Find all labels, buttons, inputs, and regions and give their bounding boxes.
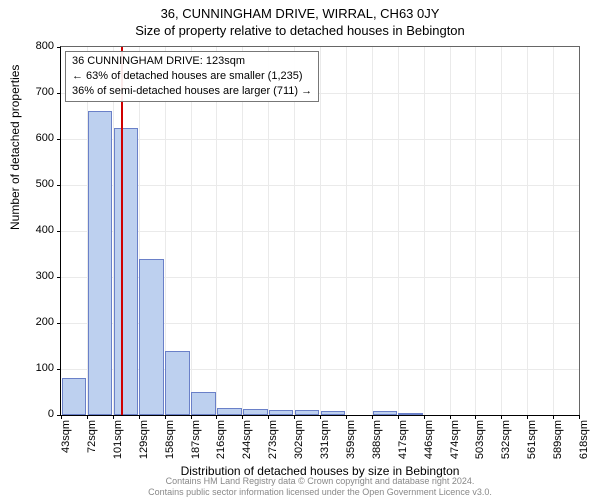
annotation-line-3: 36% of semi-detached houses are larger (… <box>72 84 312 99</box>
x-tick-mark <box>139 415 140 419</box>
x-tick-label: 331sqm <box>319 420 331 460</box>
y-tick-mark <box>57 323 61 324</box>
x-tick-label: 532sqm <box>500 420 512 460</box>
x-tick-label: 388sqm <box>371 420 383 460</box>
x-tick-mark <box>87 415 88 419</box>
histogram-bar <box>114 128 139 416</box>
y-tick-label: 200 <box>0 316 54 328</box>
marker-line <box>121 47 123 415</box>
x-tick-mark <box>294 415 295 419</box>
gridline-v <box>216 47 217 415</box>
gridline-v <box>450 47 451 415</box>
y-tick-mark <box>57 277 61 278</box>
x-tick-mark <box>450 415 451 419</box>
y-tick-mark <box>57 93 61 94</box>
histogram-bar <box>269 410 294 415</box>
gridline-v <box>294 47 295 415</box>
x-tick-mark <box>424 415 425 419</box>
histogram-bar <box>295 410 320 415</box>
x-tick-label: 561sqm <box>526 420 538 460</box>
x-tick-label: 101sqm <box>112 420 124 460</box>
x-tick-label: 417sqm <box>397 420 409 460</box>
y-tick-label: 500 <box>0 178 54 190</box>
footer-line-2: Contains public sector information licen… <box>60 487 580 498</box>
gridline-v <box>346 47 347 415</box>
gridline-v <box>398 47 399 415</box>
y-tick-mark <box>57 47 61 48</box>
x-tick-label: 158sqm <box>164 420 176 460</box>
gridline-v <box>527 47 528 415</box>
histogram-bar <box>217 408 242 415</box>
gridline-v <box>320 47 321 415</box>
histogram-bar <box>321 411 346 415</box>
x-tick-mark <box>398 415 399 419</box>
x-tick-mark <box>61 415 62 419</box>
x-tick-label: 589sqm <box>552 420 564 460</box>
x-tick-mark <box>475 415 476 419</box>
gridline-v <box>501 47 502 415</box>
histogram-bar <box>373 411 398 415</box>
histogram-bar <box>139 259 164 415</box>
y-tick-label: 400 <box>0 224 54 236</box>
annotation-box: 36 CUNNINGHAM DRIVE: 123sqm ← 63% of det… <box>65 51 319 102</box>
x-tick-mark <box>165 415 166 419</box>
x-tick-label: 216sqm <box>215 420 227 460</box>
y-tick-mark <box>57 231 61 232</box>
x-tick-label: 43sqm <box>60 420 72 460</box>
x-tick-mark <box>320 415 321 419</box>
histogram-bar <box>398 413 423 415</box>
plot-area: 36 CUNNINGHAM DRIVE: 123sqm ← 63% of det… <box>60 46 580 416</box>
x-tick-label: 244sqm <box>241 420 253 460</box>
x-tick-label: 503sqm <box>474 420 486 460</box>
y-tick-mark <box>57 185 61 186</box>
y-tick-label: 800 <box>0 40 54 52</box>
histogram-bar <box>243 409 268 415</box>
x-tick-mark <box>527 415 528 419</box>
footer: Contains HM Land Registry data © Crown c… <box>60 476 580 498</box>
x-tick-mark <box>268 415 269 419</box>
y-tick-mark <box>57 369 61 370</box>
x-tick-mark <box>579 415 580 419</box>
gridline-v <box>372 47 373 415</box>
gridline-v <box>242 47 243 415</box>
x-tick-label: 302sqm <box>293 420 305 460</box>
gridline-v <box>553 47 554 415</box>
x-tick-label: 359sqm <box>345 420 357 460</box>
y-tick-label: 300 <box>0 270 54 282</box>
x-tick-mark <box>242 415 243 419</box>
x-tick-mark <box>216 415 217 419</box>
y-tick-label: 100 <box>0 362 54 374</box>
x-tick-mark <box>501 415 502 419</box>
x-tick-label: 446sqm <box>423 420 435 460</box>
footer-line-1: Contains HM Land Registry data © Crown c… <box>60 476 580 487</box>
x-tick-label: 72sqm <box>86 420 98 460</box>
histogram-bar <box>191 392 216 415</box>
chart-title-1: 36, CUNNINGHAM DRIVE, WIRRAL, CH63 0JY <box>0 0 600 21</box>
y-tick-label: 0 <box>0 408 54 420</box>
x-tick-mark <box>191 415 192 419</box>
y-tick-label: 700 <box>0 86 54 98</box>
x-tick-mark <box>113 415 114 419</box>
x-tick-mark <box>346 415 347 419</box>
gridline-v <box>424 47 425 415</box>
histogram-bar <box>88 111 113 415</box>
gridline-v <box>475 47 476 415</box>
gridline-v <box>268 47 269 415</box>
x-tick-label: 474sqm <box>449 420 461 460</box>
y-tick-label: 600 <box>0 132 54 144</box>
x-tick-label: 129sqm <box>138 420 150 460</box>
annotation-line-2: ← 63% of detached houses are smaller (1,… <box>72 69 312 84</box>
chart-title-2: Size of property relative to detached ho… <box>0 21 600 38</box>
x-tick-mark <box>372 415 373 419</box>
x-tick-label: 187sqm <box>190 420 202 460</box>
histogram-bar <box>62 378 87 415</box>
x-tick-label: 273sqm <box>267 420 279 460</box>
histogram-bar <box>165 351 190 415</box>
chart-container: 36, CUNNINGHAM DRIVE, WIRRAL, CH63 0JY S… <box>0 0 600 500</box>
annotation-line-1: 36 CUNNINGHAM DRIVE: 123sqm <box>72 54 312 69</box>
x-tick-mark <box>553 415 554 419</box>
x-tick-label: 618sqm <box>578 420 590 460</box>
gridline-v <box>191 47 192 415</box>
y-tick-mark <box>57 139 61 140</box>
